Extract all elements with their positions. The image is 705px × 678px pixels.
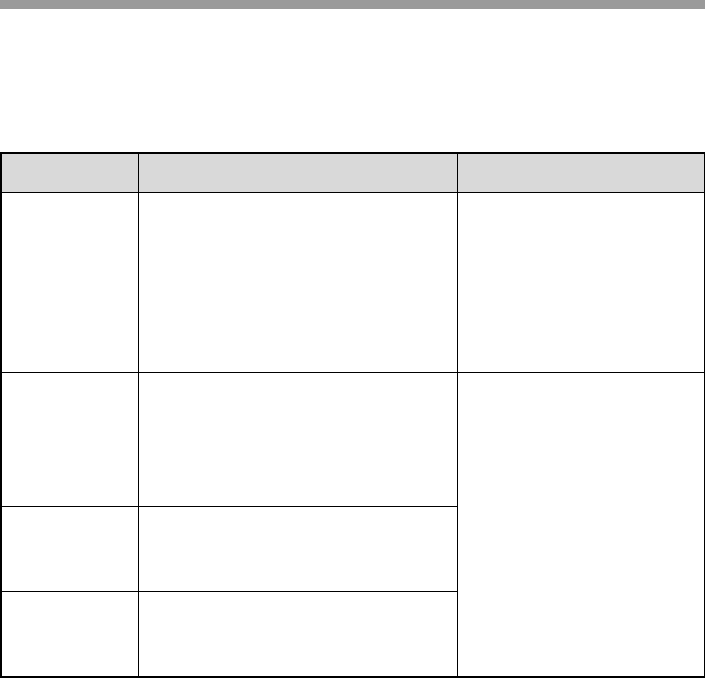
header-cell [456,152,705,193]
table-row [0,591,705,678]
merged-table-cell [456,372,705,678]
table-row [0,372,705,678]
table-row [0,506,705,592]
table-cell [0,591,139,678]
data-table [0,152,705,678]
table-cell [0,372,139,507]
table-cell [137,591,458,678]
table-cell [137,192,458,373]
table-cell [456,192,705,373]
header-cell [137,152,458,193]
table-cell [137,506,458,592]
table-row [0,192,705,373]
table-cell [137,372,458,507]
table-cell [0,506,139,592]
top-bar [0,0,705,9]
table-cell [0,192,139,373]
table-header-row [0,152,705,193]
header-cell [0,152,139,193]
